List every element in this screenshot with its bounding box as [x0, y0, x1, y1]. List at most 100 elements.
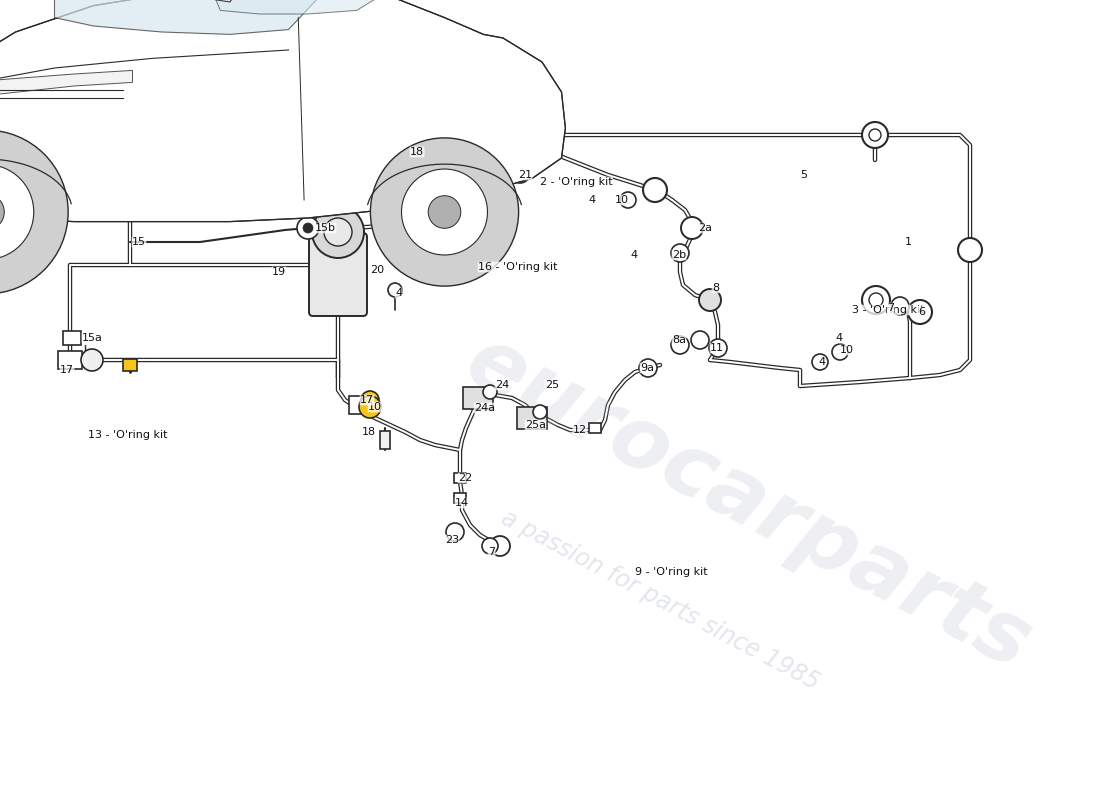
FancyBboxPatch shape: [517, 407, 547, 429]
Text: 18: 18: [410, 147, 425, 157]
Text: 22: 22: [458, 473, 472, 483]
Text: 2a: 2a: [698, 223, 712, 233]
Text: a passion for parts since 1985: a passion for parts since 1985: [497, 506, 823, 694]
Circle shape: [671, 244, 689, 262]
Circle shape: [312, 206, 364, 258]
Text: 23: 23: [446, 535, 459, 545]
FancyBboxPatch shape: [63, 331, 81, 345]
Polygon shape: [0, 70, 132, 106]
Circle shape: [0, 130, 68, 294]
Circle shape: [424, 175, 437, 189]
Text: 4: 4: [818, 357, 825, 367]
FancyBboxPatch shape: [309, 233, 367, 316]
Text: 10: 10: [615, 195, 629, 205]
Text: 9a: 9a: [640, 363, 654, 373]
Circle shape: [862, 286, 890, 314]
Text: 24: 24: [495, 380, 509, 390]
Text: 4: 4: [835, 333, 843, 343]
Text: 5: 5: [800, 170, 807, 180]
Circle shape: [510, 163, 530, 183]
FancyBboxPatch shape: [588, 423, 601, 433]
Text: 19: 19: [272, 267, 286, 277]
Text: 10: 10: [368, 402, 382, 412]
Circle shape: [361, 391, 379, 409]
Circle shape: [446, 523, 464, 541]
Text: 4: 4: [588, 195, 595, 205]
Circle shape: [482, 538, 498, 554]
Circle shape: [359, 396, 381, 418]
Text: 4: 4: [630, 250, 637, 260]
Circle shape: [0, 194, 4, 230]
FancyBboxPatch shape: [420, 200, 440, 216]
Text: 14: 14: [455, 498, 469, 508]
Text: 9 - 'O'ring kit: 9 - 'O'ring kit: [635, 567, 707, 577]
Circle shape: [302, 223, 313, 233]
Circle shape: [620, 192, 636, 208]
Circle shape: [908, 300, 932, 324]
Text: 25: 25: [544, 380, 559, 390]
FancyBboxPatch shape: [349, 396, 362, 414]
Polygon shape: [55, 0, 318, 34]
Text: 24a: 24a: [474, 403, 495, 413]
Text: 12: 12: [573, 425, 587, 435]
Circle shape: [483, 385, 497, 399]
Text: 2b: 2b: [672, 250, 686, 260]
Text: 6: 6: [918, 307, 925, 317]
Text: 7: 7: [887, 303, 894, 313]
Text: 25a: 25a: [525, 420, 546, 430]
Text: 2 - 'O'ring kit: 2 - 'O'ring kit: [540, 177, 613, 187]
Text: 10: 10: [840, 345, 854, 355]
FancyBboxPatch shape: [123, 359, 138, 371]
FancyBboxPatch shape: [454, 473, 466, 483]
Circle shape: [812, 354, 828, 370]
Circle shape: [832, 344, 848, 360]
Text: 15a: 15a: [82, 333, 103, 343]
Circle shape: [490, 536, 510, 556]
Text: 17: 17: [360, 395, 374, 405]
Text: 7: 7: [488, 547, 495, 557]
Text: 8: 8: [712, 283, 719, 293]
Circle shape: [671, 336, 689, 354]
Circle shape: [644, 178, 667, 202]
Circle shape: [862, 122, 888, 148]
Circle shape: [681, 217, 703, 239]
Polygon shape: [0, 0, 565, 222]
Circle shape: [869, 293, 883, 307]
Circle shape: [0, 165, 34, 259]
Circle shape: [891, 297, 909, 315]
Circle shape: [958, 238, 982, 262]
Text: 13 - 'O'ring kit: 13 - 'O'ring kit: [88, 430, 167, 440]
Circle shape: [710, 339, 727, 357]
Text: 21: 21: [518, 170, 532, 180]
Text: 16a: 16a: [430, 203, 451, 213]
Circle shape: [402, 169, 487, 255]
Text: 20: 20: [370, 265, 384, 275]
Circle shape: [388, 283, 401, 297]
Text: 1: 1: [905, 237, 912, 247]
Circle shape: [81, 349, 103, 371]
Text: 8a: 8a: [672, 335, 686, 345]
Text: 18: 18: [362, 427, 376, 437]
Text: 17: 17: [60, 365, 74, 375]
Text: 15: 15: [132, 237, 146, 247]
Circle shape: [428, 196, 461, 228]
Circle shape: [534, 405, 547, 419]
Text: eurocarparts: eurocarparts: [451, 320, 1045, 688]
Text: 3 - 'O'ring kit: 3 - 'O'ring kit: [852, 305, 924, 315]
Circle shape: [691, 331, 710, 349]
Polygon shape: [207, 0, 234, 2]
Circle shape: [324, 218, 352, 246]
FancyBboxPatch shape: [58, 351, 82, 369]
Polygon shape: [210, 0, 376, 14]
Circle shape: [297, 217, 319, 239]
Circle shape: [417, 195, 443, 221]
Text: 16 - 'O'ring kit: 16 - 'O'ring kit: [478, 262, 558, 272]
Text: 11: 11: [710, 343, 724, 353]
FancyBboxPatch shape: [379, 431, 390, 449]
Text: 15b: 15b: [315, 223, 336, 233]
Text: 4: 4: [395, 288, 403, 298]
Circle shape: [639, 359, 657, 377]
Circle shape: [371, 138, 518, 286]
FancyBboxPatch shape: [463, 387, 493, 409]
FancyBboxPatch shape: [454, 493, 466, 503]
